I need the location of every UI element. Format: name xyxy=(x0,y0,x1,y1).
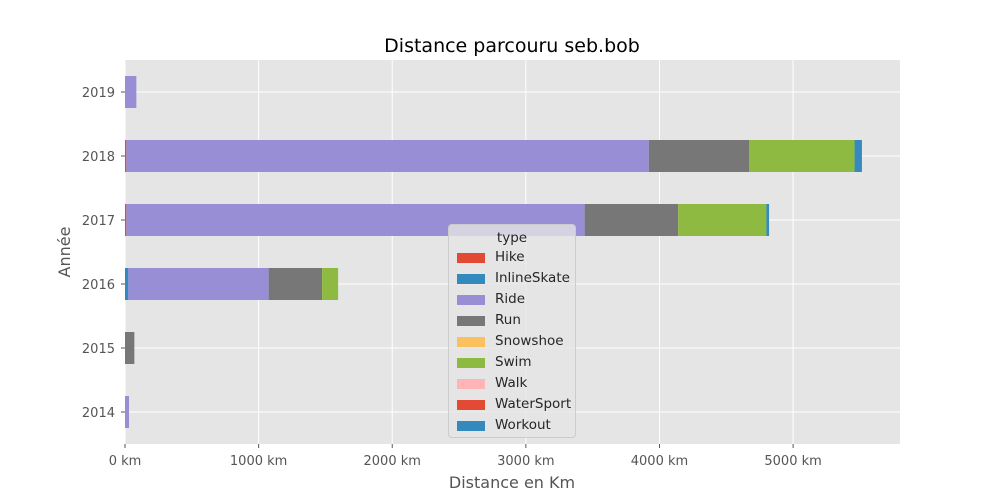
legend-item-workout: Workout xyxy=(449,417,575,439)
legend-item-run: Run xyxy=(449,312,575,334)
bar-swim-2017 xyxy=(678,204,767,236)
legend-swatch xyxy=(457,379,485,389)
legend-item-ride: Ride xyxy=(449,291,575,313)
legend-label: Swim xyxy=(495,354,532,370)
legend-item-snowshoe: Snowshoe xyxy=(449,333,575,355)
bar-swim-2018 xyxy=(749,140,855,172)
y-tick-label: 2018 xyxy=(82,150,115,165)
legend-swatch xyxy=(457,358,485,368)
x-tick-label: 3000 km xyxy=(497,454,554,469)
bar-run-2016 xyxy=(268,268,323,300)
y-tick-label: 2014 xyxy=(82,406,115,421)
legend-swatch xyxy=(457,421,485,431)
legend-label: Run xyxy=(495,312,521,328)
legend-label: Snowshoe xyxy=(495,333,564,349)
y-axis-ticks: 2014 2015 2016 2017 2018 2019 xyxy=(82,86,125,421)
legend-item-walk: Walk xyxy=(449,375,575,397)
bar-workout-2017 xyxy=(766,204,770,236)
bars xyxy=(125,76,862,428)
legend-item-watersport: WaterSport xyxy=(449,396,575,418)
bar-run-2015 xyxy=(125,332,135,364)
bar-swim-2016 xyxy=(322,268,339,300)
bar-workout-2018 xyxy=(854,140,862,172)
bar-hike-2018 xyxy=(125,140,127,172)
legend-swatch xyxy=(457,295,485,305)
legend-item-hike: Hike xyxy=(449,249,575,271)
legend-swatch xyxy=(457,400,485,410)
bar-run-2017 xyxy=(584,204,679,236)
legend-title: type xyxy=(496,230,528,246)
y-tick-label: 2017 xyxy=(82,214,115,229)
legend-label: InlineSkate xyxy=(495,270,570,286)
x-tick-label: 1000 km xyxy=(230,454,287,469)
bar-hike-2017 xyxy=(125,204,127,236)
y-tick-label: 2015 xyxy=(82,342,115,357)
bar-ride-2018 xyxy=(126,140,649,172)
bar-inlineskate-2016 xyxy=(125,268,129,300)
x-axis-label: Distance en Km xyxy=(449,473,575,492)
legend-swatch xyxy=(457,274,485,284)
legend-swatch xyxy=(457,316,485,326)
y-tick-label: 2016 xyxy=(82,278,115,293)
legend-label: Walk xyxy=(495,375,528,391)
legend-label: Workout xyxy=(495,417,551,433)
y-tick-label: 2019 xyxy=(82,86,115,101)
x-tick-label: 5000 km xyxy=(764,454,821,469)
legend-label: Ride xyxy=(495,291,526,307)
x-axis-ticks: 0 km 1000 km 2000 km 3000 km 4000 km 5000 km xyxy=(109,444,822,469)
legend: type Hike InlineSkate Ride Run Snowshoe Swim W… xyxy=(448,224,576,438)
legend-item-swim: Swim xyxy=(449,354,575,376)
chart-title: Distance parcouru seb.bob xyxy=(384,35,640,57)
legend-label: Hike xyxy=(495,249,525,265)
x-tick-label: 0 km xyxy=(109,454,142,469)
bar-ride-2019 xyxy=(125,76,137,108)
legend-item-inlineskate: InlineSkate xyxy=(449,270,575,292)
x-tick-label: 4000 km xyxy=(631,454,688,469)
legend-swatch xyxy=(457,253,485,263)
legend-items: Hike InlineSkate Ride Run Snowshoe Swim Walk Wa… xyxy=(449,249,575,439)
legend-label: WaterSport xyxy=(495,396,572,412)
x-tick-label: 2000 km xyxy=(364,454,421,469)
bar-run-2018 xyxy=(648,140,750,172)
bar-ride-2014 xyxy=(125,396,130,428)
bar-ride-2016 xyxy=(128,268,269,300)
legend-swatch xyxy=(457,337,485,347)
y-axis-label: Année xyxy=(55,227,74,278)
